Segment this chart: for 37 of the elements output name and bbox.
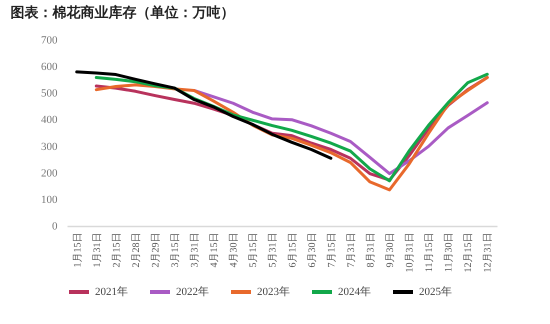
x-tick-label: 10月31日: [404, 232, 416, 272]
x-tick-label: 11月30日: [444, 232, 455, 272]
y-tick-label: 500: [41, 88, 58, 100]
x-tick-label: 12月31日: [482, 232, 494, 272]
x-tick-label: 1月15日: [72, 232, 84, 268]
x-tick-label: 6月15日: [287, 232, 298, 268]
y-tick-label: 300: [41, 140, 58, 153]
legend-label: 2023年: [257, 286, 290, 298]
x-tick-label: 6月30日: [306, 232, 318, 268]
x-tick-label: 5月31日: [268, 232, 279, 268]
x-tick-label: 3月15日: [170, 232, 181, 268]
chart-title: 图表：棉花商业库存（单位：万吨）: [10, 4, 234, 21]
x-tick-label: 2月15日: [111, 232, 122, 268]
line-series: [75, 70, 332, 160]
y-tick-label: 400: [41, 114, 58, 126]
x-tick-label: 3月31日: [190, 232, 201, 268]
legend-label: 2025年: [419, 286, 452, 298]
x-tick-label: 12月15日: [463, 232, 474, 272]
legend-label: 2021年: [95, 286, 128, 298]
x-tick-label: 4月15日: [209, 232, 220, 268]
x-tick-label: 2月28日: [130, 232, 142, 268]
x-tick-label: 11月15日: [424, 232, 436, 272]
x-tick-label: 8月31日: [365, 232, 376, 268]
y-tick-label: 700: [41, 34, 58, 46]
y-tick-label: 600: [41, 61, 58, 74]
x-tick-label: 4月30日: [228, 232, 240, 268]
x-tick-label: 7月31日: [346, 232, 357, 268]
x-tick-label: 7月15日: [326, 232, 338, 268]
x-tick-label: 2月29日: [150, 232, 162, 268]
y-tick-label: 0: [52, 220, 58, 232]
x-tick-label: 9月30日: [385, 232, 396, 268]
y-tick-label: 200: [41, 167, 58, 180]
x-tick-label: 5月15日: [248, 232, 260, 268]
legend-label: 2022年: [176, 286, 209, 298]
legend-label: 2024年: [338, 286, 371, 298]
x-tick-label: 1月31日: [92, 232, 103, 268]
y-tick-label: 100: [41, 194, 58, 206]
